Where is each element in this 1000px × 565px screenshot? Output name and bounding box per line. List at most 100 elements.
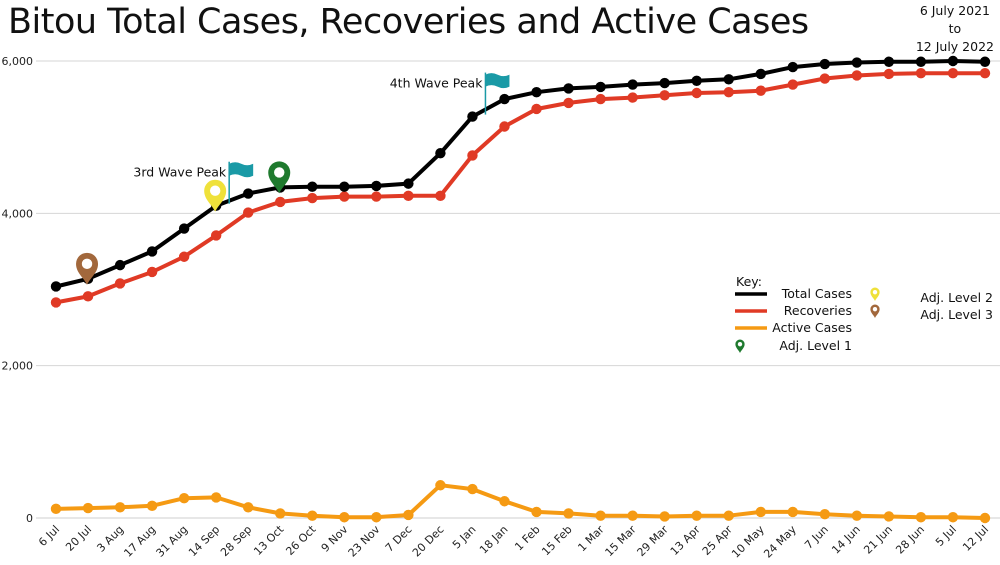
data-point [723, 74, 734, 85]
data-point [307, 510, 318, 521]
x-tick-label: 7 Jun [802, 523, 831, 552]
data-point [339, 181, 350, 192]
data-point [178, 251, 190, 262]
legend-label: Total Cases [781, 286, 852, 301]
data-point [819, 73, 831, 84]
legend: Key: Total Cases Recoveries Active Cases Adj… [735, 274, 993, 353]
pin-hole [81, 258, 93, 270]
data-point [339, 512, 350, 523]
x-tick-label: 23 Nov [346, 523, 383, 560]
data-point [467, 150, 478, 161]
x-tick-label: 20 Dec [410, 523, 447, 560]
data-point [371, 512, 382, 523]
data-point [114, 259, 126, 271]
y-tick-label: 4,000 [2, 207, 34, 220]
flag-icon [485, 73, 510, 89]
legend-label: Adj. Level 1 [779, 338, 852, 353]
x-tick-label: 14 Jun [829, 523, 863, 557]
data-point [659, 77, 670, 89]
chart-title: Bitou Total Cases, Recoveries and Active… [8, 2, 809, 42]
date-range-to: 12 July 2022 [915, 39, 994, 54]
legend-label: Adj. Level 2 [920, 290, 993, 305]
data-point [787, 506, 798, 518]
data-point [659, 511, 670, 522]
data-point [531, 87, 542, 98]
data-point [499, 121, 510, 132]
x-tick-label: 17 Aug [121, 523, 158, 560]
data-point [146, 266, 158, 278]
pin-hole [209, 185, 221, 196]
data-point [627, 92, 638, 103]
data-point [307, 192, 318, 204]
data-point [979, 512, 991, 524]
data-point [819, 58, 831, 70]
pin-hole [274, 167, 285, 178]
series-line-recoveries [55, 71, 985, 305]
data-point [947, 55, 959, 67]
data-point [178, 492, 190, 504]
data-point [915, 67, 927, 79]
x-tick-label: 5 Jan [450, 523, 479, 552]
data-point [915, 56, 927, 67]
date-range: 6 July 2021 to 12 July 2022 [916, 2, 994, 56]
data-point [595, 510, 606, 521]
data-point [883, 511, 895, 522]
data-point [435, 480, 446, 491]
data-point [723, 87, 734, 98]
data-point [787, 79, 798, 90]
data-point [851, 57, 863, 68]
date-range-to-word: to [948, 21, 962, 36]
wave-peak-label: 4th Wave Peak [390, 76, 483, 91]
legend-title: Key: [736, 274, 762, 289]
series-line-total-cases [55, 59, 986, 289]
wave-peak-label: 3rd Wave Peak [133, 165, 227, 180]
legend-label: Recoveries [784, 303, 852, 318]
x-tick-label: 26 Oct [283, 522, 318, 557]
data-point [210, 230, 222, 241]
data-point [915, 512, 927, 523]
x-tick-label: 10 May [729, 523, 767, 561]
x-tick-label: 15 Feb [539, 523, 574, 558]
data-point [403, 509, 414, 521]
data-point [114, 502, 126, 513]
x-tick-label: 18 Jan [477, 523, 511, 557]
adj-level-pin-icon [76, 252, 99, 285]
data-point [979, 67, 991, 79]
data-point [467, 111, 478, 122]
y-tick-label: 0 [26, 512, 33, 525]
data-point [499, 496, 510, 507]
data-point [723, 510, 734, 521]
data-point [659, 90, 670, 101]
x-tick-label: 6 Jul [36, 523, 62, 549]
data-point [531, 103, 542, 115]
data-point [307, 181, 318, 192]
data-point [178, 223, 190, 234]
data-point [755, 506, 766, 518]
gridlines [36, 60, 1000, 519]
data-point [691, 87, 702, 99]
data-point [627, 79, 638, 90]
data-point [243, 207, 254, 218]
series-line-active-cases [55, 483, 986, 520]
data-point [371, 191, 382, 202]
x-tick-label: 14 Sep [186, 523, 222, 559]
flag-icon [229, 162, 254, 178]
pin-hole [872, 289, 878, 295]
data-point [339, 191, 350, 202]
data-point [275, 196, 286, 208]
data-point [691, 75, 702, 87]
series-layer [50, 55, 991, 524]
data-point [243, 502, 254, 513]
data-point [755, 85, 766, 96]
data-point [883, 68, 895, 80]
data-point [50, 297, 62, 308]
data-point [435, 147, 446, 159]
data-point [563, 508, 574, 519]
data-point [371, 180, 382, 192]
legend-pin-icon [870, 287, 880, 301]
data-point [403, 178, 414, 189]
data-point [883, 56, 895, 67]
data-point [627, 510, 638, 521]
